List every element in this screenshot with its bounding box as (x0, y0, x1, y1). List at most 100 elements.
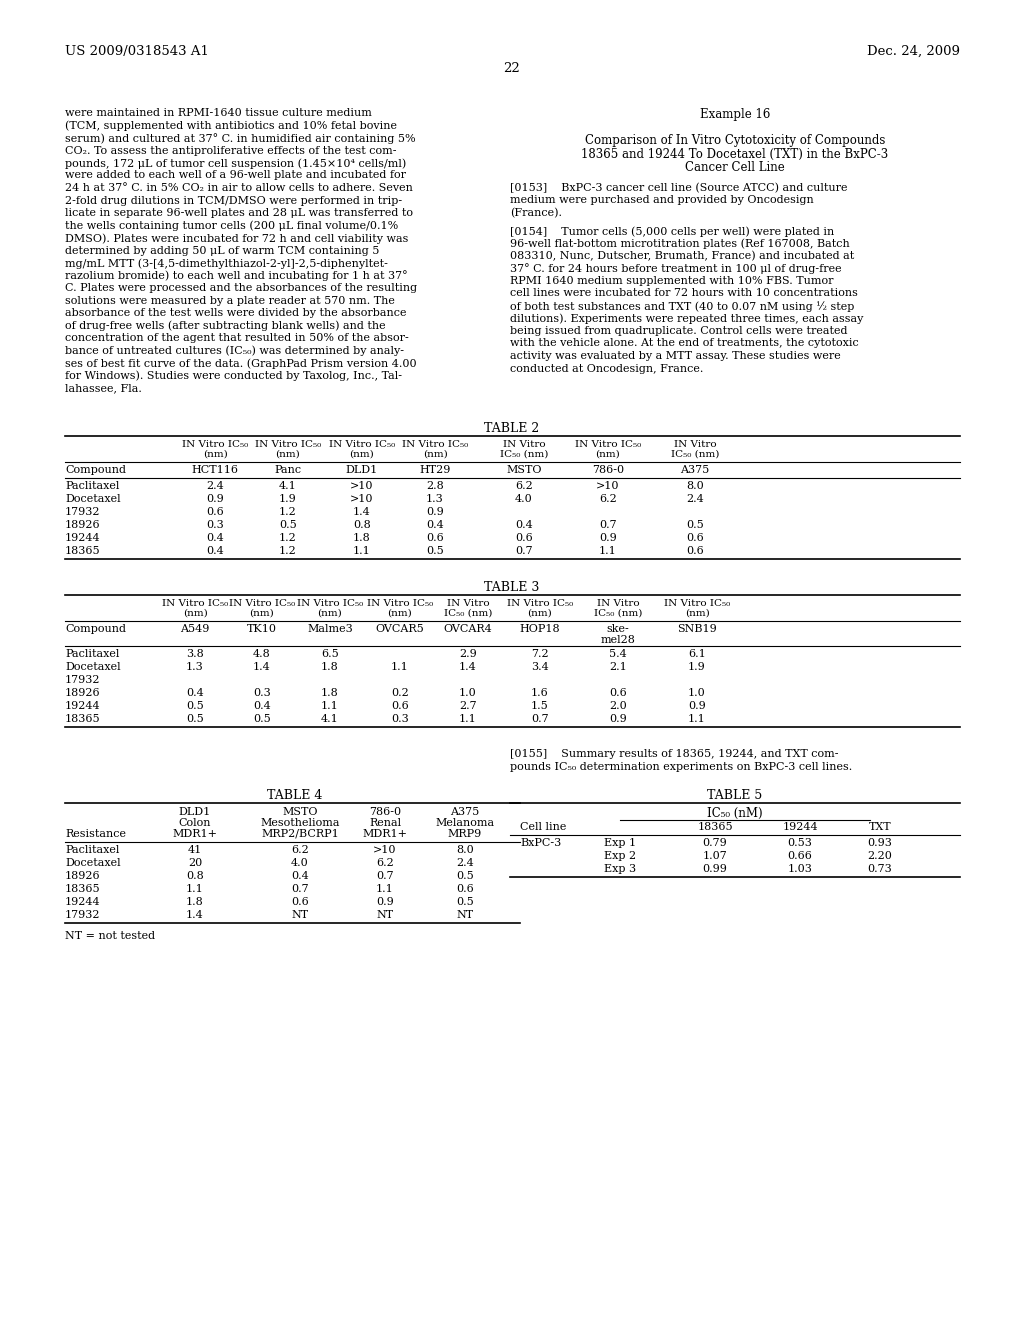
Text: 0.6: 0.6 (391, 701, 409, 711)
Text: 18365 and 19244 To Docetaxel (TXT) in the BxPC-3: 18365 and 19244 To Docetaxel (TXT) in th… (582, 148, 889, 161)
Text: 1.03: 1.03 (787, 865, 812, 874)
Text: (nm): (nm) (685, 609, 710, 618)
Text: 18926: 18926 (65, 871, 100, 880)
Text: HOP18: HOP18 (520, 624, 560, 634)
Text: 2.20: 2.20 (867, 851, 893, 861)
Text: 0.4: 0.4 (253, 701, 271, 711)
Text: (France).: (France). (510, 207, 562, 218)
Text: 1.6: 1.6 (531, 688, 549, 698)
Text: BxPC-3: BxPC-3 (520, 838, 561, 847)
Text: 0.9: 0.9 (609, 714, 627, 723)
Text: (nm): (nm) (182, 609, 208, 618)
Text: >10: >10 (596, 480, 620, 491)
Text: conducted at Oncodesign, France.: conducted at Oncodesign, France. (510, 363, 703, 374)
Text: 0.6: 0.6 (515, 533, 532, 543)
Text: IN Vitro: IN Vitro (446, 599, 489, 609)
Text: 4.1: 4.1 (280, 480, 297, 491)
Text: 1.1: 1.1 (688, 714, 706, 723)
Text: DLD1: DLD1 (179, 807, 211, 817)
Text: Compound: Compound (65, 465, 126, 475)
Text: MSTO: MSTO (506, 465, 542, 475)
Text: [0153]    BxPC-3 cancer cell line (Source ATCC) and culture: [0153] BxPC-3 cancer cell line (Source A… (510, 182, 848, 193)
Text: absorbance of the test wells were divided by the absorbance: absorbance of the test wells were divide… (65, 308, 407, 318)
Text: 2.7: 2.7 (459, 701, 477, 711)
Text: 0.2: 0.2 (391, 688, 409, 698)
Text: DMSO). Plates were incubated for 72 h and cell viability was: DMSO). Plates were incubated for 72 h an… (65, 234, 409, 244)
Text: OVCAR4: OVCAR4 (443, 624, 493, 634)
Text: 0.7: 0.7 (515, 546, 532, 556)
Text: 0.8: 0.8 (353, 520, 371, 531)
Text: IC₅₀ (nm): IC₅₀ (nm) (671, 450, 719, 459)
Text: razolium bromide) to each well and incubating for 1 h at 37°: razolium bromide) to each well and incub… (65, 271, 408, 281)
Text: 786-0: 786-0 (592, 465, 624, 475)
Text: MRP2/BCRP1: MRP2/BCRP1 (261, 829, 339, 840)
Text: 0.6: 0.6 (609, 688, 627, 698)
Text: 3.8: 3.8 (186, 649, 204, 659)
Text: 0.6: 0.6 (686, 533, 703, 543)
Text: US 2009/0318543 A1: US 2009/0318543 A1 (65, 45, 209, 58)
Text: NT: NT (377, 909, 393, 920)
Text: Example 16: Example 16 (699, 108, 770, 121)
Text: pounds, 172 μL of tumor cell suspension (1.45×10⁴ cells/ml): pounds, 172 μL of tumor cell suspension … (65, 158, 407, 169)
Text: 6.2: 6.2 (515, 480, 532, 491)
Text: with the vehicle alone. At the end of treatments, the cytotoxic: with the vehicle alone. At the end of tr… (510, 338, 859, 348)
Text: 1.3: 1.3 (186, 663, 204, 672)
Text: (nm): (nm) (275, 450, 300, 459)
Text: 0.5: 0.5 (280, 520, 297, 531)
Text: 18926: 18926 (65, 688, 100, 698)
Text: 0.4: 0.4 (206, 546, 224, 556)
Text: HCT116: HCT116 (191, 465, 239, 475)
Text: 0.5: 0.5 (456, 898, 474, 907)
Text: 0.6: 0.6 (291, 898, 309, 907)
Text: 2.0: 2.0 (609, 701, 627, 711)
Text: MSTO: MSTO (283, 807, 317, 817)
Text: [0155]    Summary results of 18365, 19244, and TXT com-: [0155] Summary results of 18365, 19244, … (510, 748, 839, 759)
Text: Melanoma: Melanoma (435, 818, 495, 828)
Text: 0.93: 0.93 (867, 838, 893, 847)
Text: 0.66: 0.66 (787, 851, 812, 861)
Text: 8.0: 8.0 (686, 480, 703, 491)
Text: 18926: 18926 (65, 520, 100, 531)
Text: OVCAR5: OVCAR5 (376, 624, 424, 634)
Text: 41: 41 (187, 845, 202, 855)
Text: CO₂. To assess the antiproliferative effects of the test com-: CO₂. To assess the antiproliferative eff… (65, 145, 396, 156)
Text: Renal: Renal (369, 818, 401, 828)
Text: Malme3: Malme3 (307, 624, 353, 634)
Text: being issued from quadruplicate. Control cells were treated: being issued from quadruplicate. Control… (510, 326, 848, 337)
Text: 8.0: 8.0 (456, 845, 474, 855)
Text: 1.3: 1.3 (426, 494, 443, 504)
Text: 2.8: 2.8 (426, 480, 443, 491)
Text: 0.4: 0.4 (186, 688, 204, 698)
Text: 24 h at 37° C. in 5% CO₂ in air to allow cells to adhere. Seven: 24 h at 37° C. in 5% CO₂ in air to allow… (65, 183, 413, 193)
Text: 18365: 18365 (65, 714, 100, 723)
Text: 0.9: 0.9 (376, 898, 394, 907)
Text: 0.5: 0.5 (686, 520, 703, 531)
Text: RPMI 1640 medium supplemented with 10% FBS. Tumor: RPMI 1640 medium supplemented with 10% F… (510, 276, 834, 286)
Text: lahassee, Fla.: lahassee, Fla. (65, 383, 142, 393)
Text: 0.4: 0.4 (206, 533, 224, 543)
Text: 1.1: 1.1 (599, 546, 616, 556)
Text: TABLE 4: TABLE 4 (267, 789, 323, 803)
Text: IC₅₀ (nm): IC₅₀ (nm) (443, 609, 493, 618)
Text: IN Vitro IC₅₀: IN Vitro IC₅₀ (329, 440, 395, 449)
Text: 0.9: 0.9 (206, 494, 224, 504)
Text: 2.9: 2.9 (459, 649, 477, 659)
Text: (nm): (nm) (596, 450, 621, 459)
Text: Exp 3: Exp 3 (604, 865, 636, 874)
Text: medium were purchased and provided by Oncodesign: medium were purchased and provided by On… (510, 195, 814, 205)
Text: IN Vitro IC₅₀: IN Vitro IC₅₀ (255, 440, 322, 449)
Text: mg/mL MTT (3-[4,5-dimethylthiazol-2-yl]-2,5-diphenyltet-: mg/mL MTT (3-[4,5-dimethylthiazol-2-yl]-… (65, 257, 388, 268)
Text: 2.4: 2.4 (456, 858, 474, 869)
Text: ses of best fit curve of the data. (GraphPad Prism version 4.00: ses of best fit curve of the data. (Grap… (65, 358, 417, 368)
Text: 2.4: 2.4 (686, 494, 703, 504)
Text: of both test substances and TXT (40 to 0.07 nM using ½ step: of both test substances and TXT (40 to 0… (510, 301, 854, 312)
Text: (nm): (nm) (317, 609, 342, 618)
Text: cell lines were incubated for 72 hours with 10 concentrations: cell lines were incubated for 72 hours w… (510, 289, 858, 298)
Text: 083310, Nunc, Dutscher, Brumath, France) and incubated at: 083310, Nunc, Dutscher, Brumath, France)… (510, 251, 854, 261)
Text: 0.5: 0.5 (186, 714, 204, 723)
Text: C. Plates were processed and the absorbances of the resulting: C. Plates were processed and the absorba… (65, 282, 417, 293)
Text: 0.6: 0.6 (426, 533, 443, 543)
Text: IN Vitro IC₅₀: IN Vitro IC₅₀ (367, 599, 433, 609)
Text: 0.9: 0.9 (688, 701, 706, 711)
Text: IN Vitro IC₅₀: IN Vitro IC₅₀ (574, 440, 641, 449)
